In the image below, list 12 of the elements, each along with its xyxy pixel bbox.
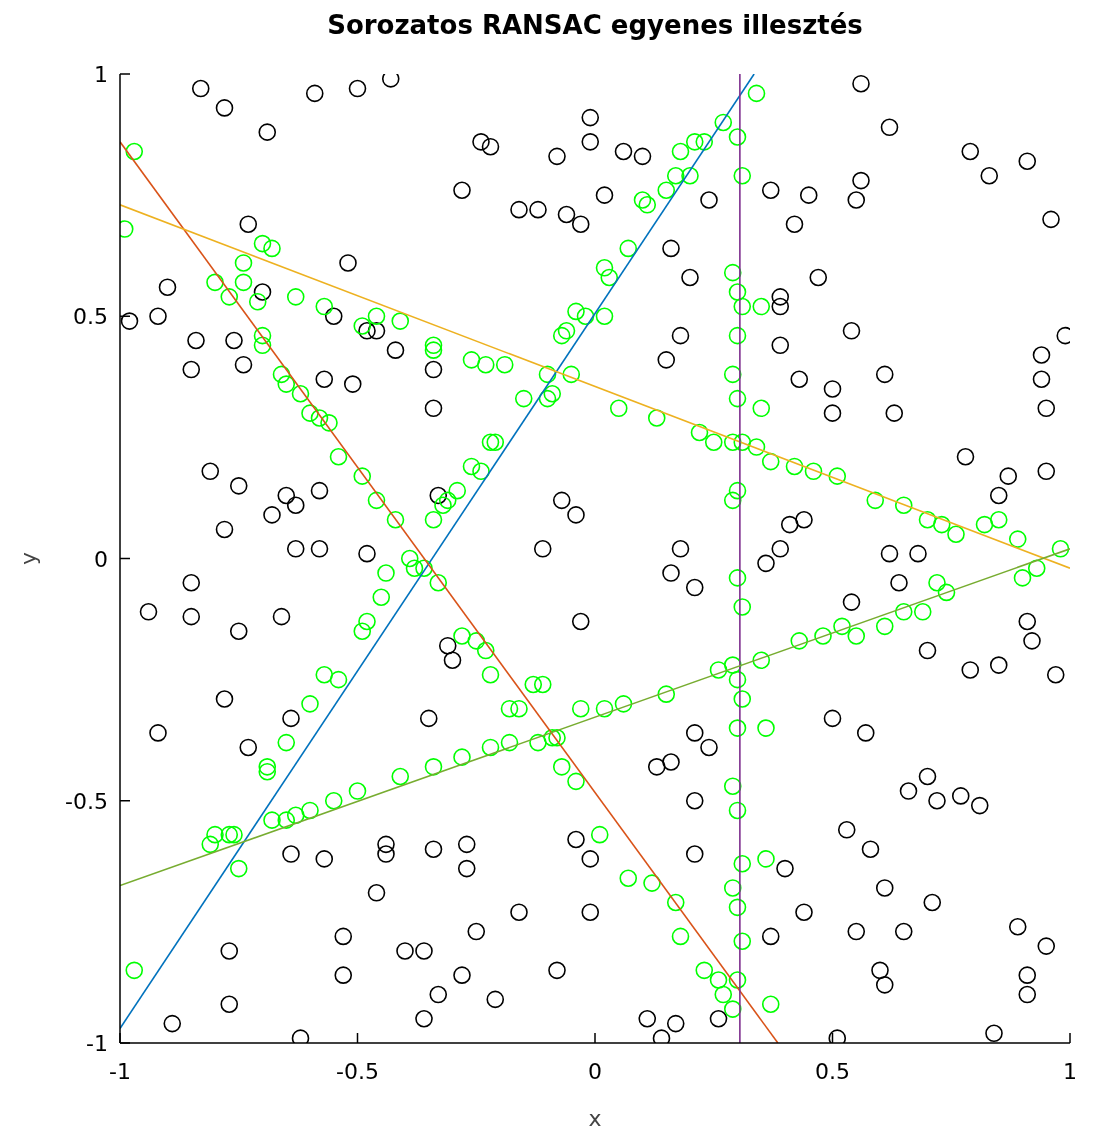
y-tick-label: -1 — [86, 1031, 108, 1056]
x-axis-title: x — [588, 1106, 602, 1131]
chart-title: Sorozatos RANSAC egyenes illesztés — [327, 10, 863, 40]
y-tick-label: 1 — [94, 62, 108, 87]
x-tick-label: 0 — [588, 1059, 602, 1084]
y-tick-label: 0 — [94, 546, 108, 572]
y-axis-title: y — [16, 551, 41, 566]
x-tick-label: 0.5 — [815, 1059, 850, 1084]
x-tick-label: -0.5 — [336, 1059, 379, 1084]
y-tick-label: 0.5 — [73, 304, 108, 330]
y-tick-label: -0.5 — [65, 788, 108, 814]
x-tick-label: 1 — [1063, 1059, 1077, 1084]
